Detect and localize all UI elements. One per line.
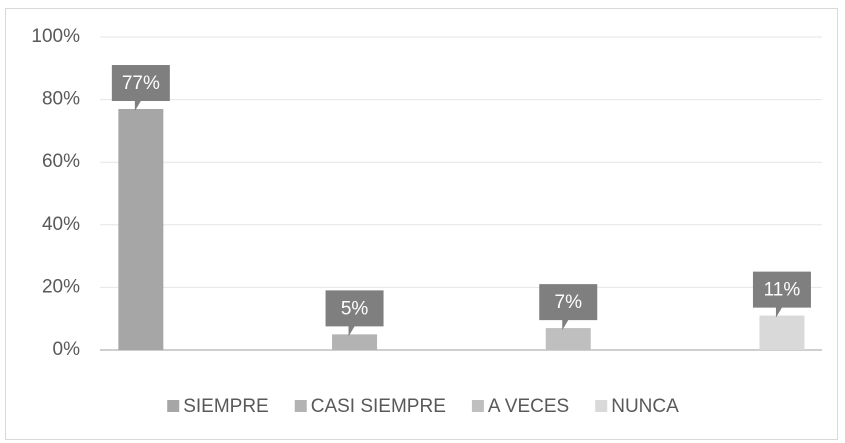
- bar: [759, 315, 805, 350]
- data-label: 77%: [122, 73, 160, 94]
- bar: [118, 108, 164, 351]
- label-callout: [752, 271, 811, 318]
- legend-label: SIEMPRE: [183, 396, 269, 417]
- legend-swatch: [167, 400, 180, 412]
- y-tick-label: 20%: [42, 276, 80, 297]
- legend-swatch: [471, 400, 484, 412]
- legend-swatch: [294, 400, 307, 412]
- y-tick-label: 40%: [42, 214, 80, 235]
- legend-label: NUNCA: [611, 396, 679, 417]
- data-label: 5%: [341, 298, 369, 319]
- data-label: 11%: [764, 280, 801, 301]
- bar: [545, 328, 591, 350]
- y-tick-label: 60%: [42, 151, 80, 172]
- y-tick-label: 80%: [42, 89, 80, 110]
- legend-label: CASI SIEMPRE: [311, 396, 446, 417]
- legend-swatch: [595, 400, 608, 412]
- legend-label: A VECES: [488, 396, 569, 417]
- label-callout: [325, 290, 384, 337]
- label-callout: [111, 64, 170, 111]
- data-label: 7%: [555, 292, 583, 313]
- y-tick-label: 0%: [53, 339, 81, 360]
- label-callout: [539, 284, 598, 331]
- y-tick-label: 100%: [31, 26, 80, 47]
- bar: [332, 334, 378, 350]
